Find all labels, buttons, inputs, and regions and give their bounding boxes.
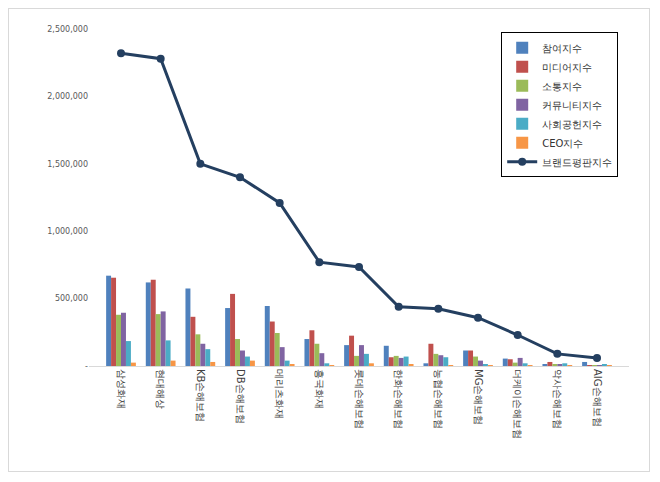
svg-text:참여지수: 참여지수 xyxy=(542,43,582,54)
svg-text:1,000,000: 1,000,000 xyxy=(47,227,88,236)
svg-text:흥국화재: 흥국화재 xyxy=(314,369,325,409)
svg-text:DB손해보험: DB손해보험 xyxy=(235,369,246,424)
svg-text:미디어지수: 미디어지수 xyxy=(542,62,592,73)
svg-text:메리츠화재: 메리츠화재 xyxy=(274,369,285,419)
svg-text:-: - xyxy=(85,362,88,371)
svg-text:2,500,000: 2,500,000 xyxy=(47,25,88,34)
svg-text:KB손해보험: KB손해보험 xyxy=(195,369,206,422)
svg-text:농협손해보험: 농협손해보험 xyxy=(433,369,444,429)
svg-text:CEO지수: CEO지수 xyxy=(542,138,583,149)
svg-text:MG손해보험: MG손해보험 xyxy=(473,369,484,425)
svg-text:브랜드평판지수: 브랜드평판지수 xyxy=(542,157,612,168)
svg-text:현대해상: 현대해상 xyxy=(155,369,166,409)
svg-text:한화손해보험: 한화손해보험 xyxy=(393,369,404,429)
svg-text:악사손해보험: 악사손해보험 xyxy=(552,369,563,429)
svg-text:2,000,000: 2,000,000 xyxy=(47,92,88,101)
svg-text:500,000: 500,000 xyxy=(55,294,88,303)
svg-text:삼성화재: 삼성화재 xyxy=(116,369,127,409)
svg-text:커뮤니티지수: 커뮤니티지수 xyxy=(542,100,602,111)
svg-text:롯데손해보험: 롯데손해보험 xyxy=(354,369,365,429)
svg-text:더케이손해보험: 더케이손해보험 xyxy=(512,369,523,439)
svg-text:1,500,000: 1,500,000 xyxy=(47,160,88,169)
svg-text:사회공헌지수: 사회공헌지수 xyxy=(542,119,602,130)
svg-text:AIG손해보험: AIG손해보험 xyxy=(592,369,603,427)
svg-text:소통지수: 소통지수 xyxy=(542,81,582,92)
